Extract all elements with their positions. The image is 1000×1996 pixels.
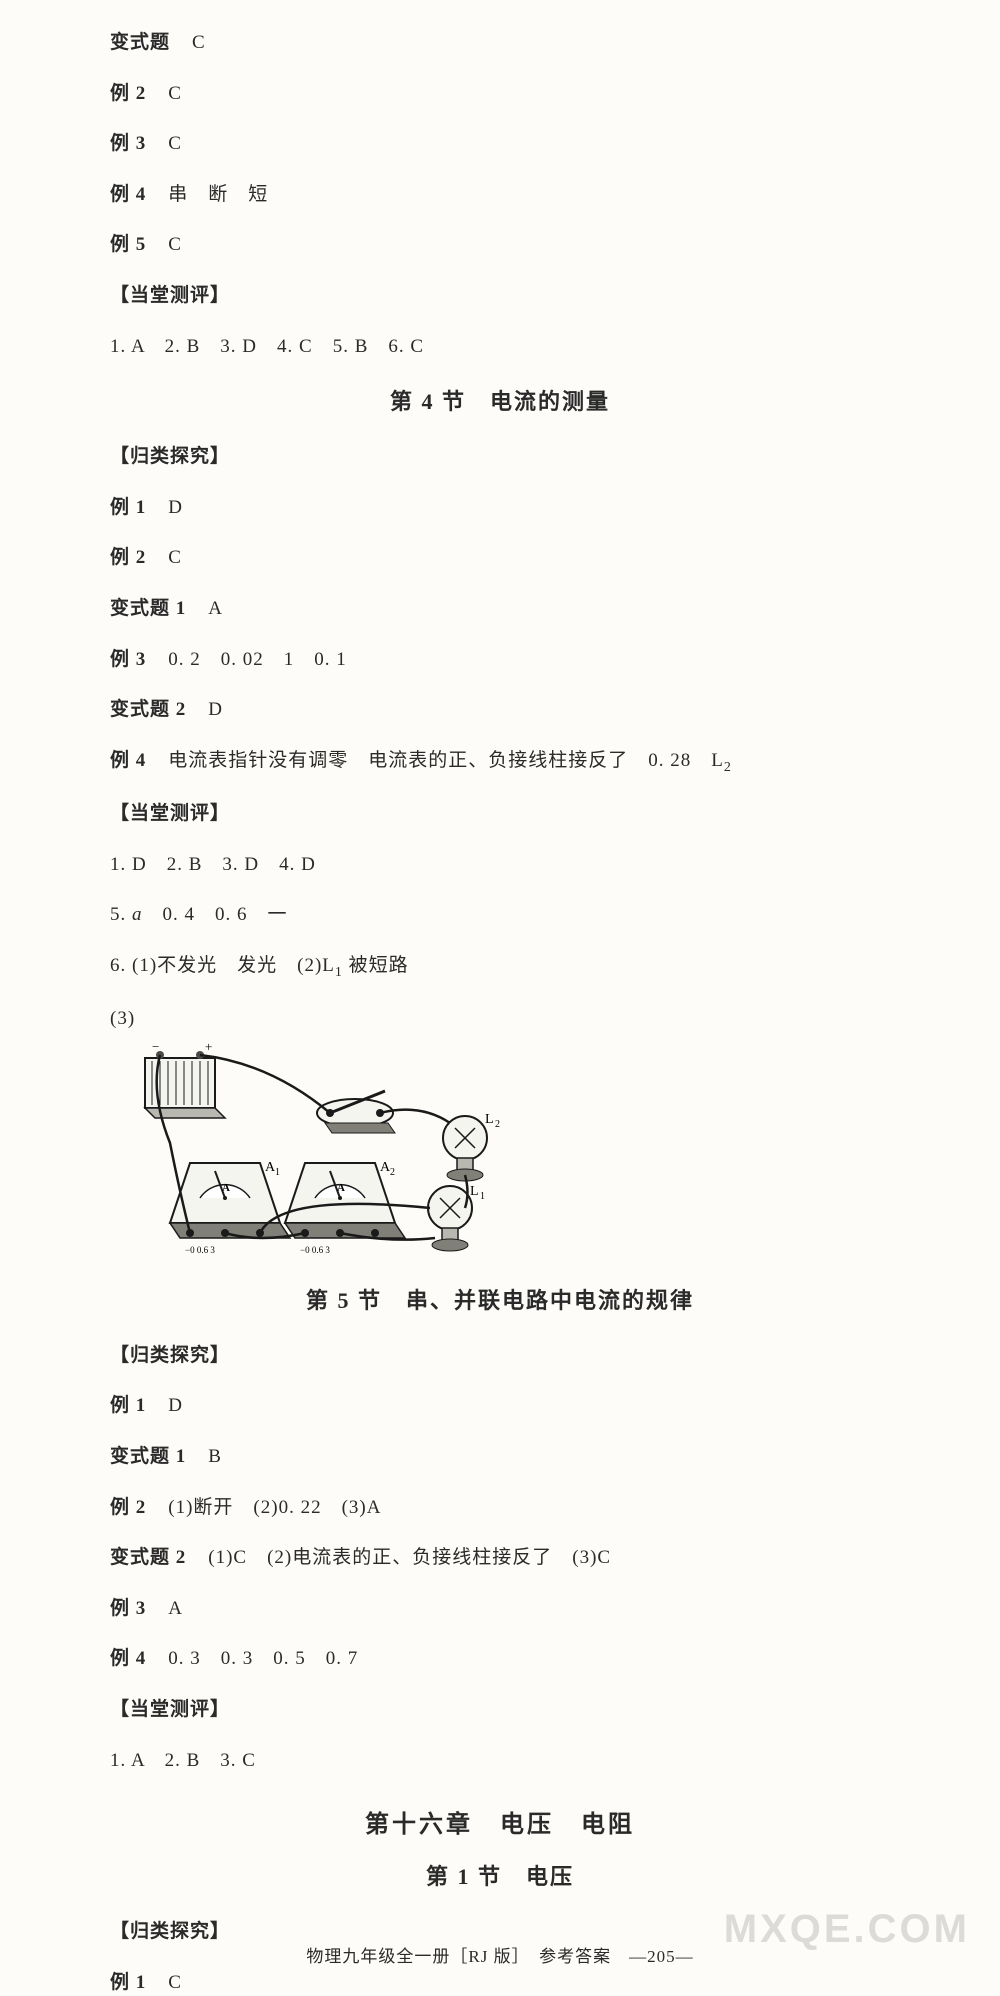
subscript: 2 xyxy=(724,760,732,775)
svg-text:L: L xyxy=(485,1112,494,1127)
answer-italic: a xyxy=(132,904,143,925)
svg-text:1: 1 xyxy=(275,1167,280,1178)
category-heading: 【归类探究】 xyxy=(110,444,890,471)
ammeter-1-icon: A −0 0.6 3 A 1 xyxy=(170,1160,290,1255)
answer: (1)C (2)电流表的正、负接线柱接反了 (3)C xyxy=(208,1547,611,1568)
quiz-answers: 1. D 2. B 3. D 4. D xyxy=(110,852,890,879)
section-title: 第 4 节 电流的测量 xyxy=(110,384,890,416)
svg-text:−0 0.6 3: −0 0.6 3 xyxy=(185,1245,215,1255)
variant-label: 变式题 1 xyxy=(110,1446,186,1467)
answer-prefix: 5. xyxy=(110,904,132,925)
answer: C xyxy=(168,83,182,104)
answer: 被短路 xyxy=(343,955,409,976)
example-label: 例 2 xyxy=(110,547,146,568)
example-label: 例 1 xyxy=(110,1395,146,1416)
answer: A xyxy=(168,1598,183,1619)
diagram-label: (3) xyxy=(110,1008,135,1029)
example-label: 例 3 xyxy=(110,133,146,154)
answer: D xyxy=(168,497,183,518)
svg-text:1: 1 xyxy=(480,1191,485,1202)
answer: 6. (1)不发光 发光 (2)L xyxy=(110,955,335,976)
quiz-answers: 1. A 2. B 3. D 4. C 5. B 6. C xyxy=(110,334,890,361)
svg-text:2: 2 xyxy=(495,1119,500,1130)
quiz-heading: 【当堂测评】 xyxy=(110,801,890,828)
quiz-heading: 【当堂测评】 xyxy=(110,1697,890,1724)
subscript: 1 xyxy=(335,965,343,980)
answer: 0. 2 0. 02 1 0. 1 xyxy=(168,649,347,670)
answer: 电流表指针没有调零 电流表的正、负接线柱接反了 0. 28 L xyxy=(168,750,724,771)
circuit-diagram: − + A −0 0.6 3 A 1 xyxy=(130,1043,510,1263)
answer: C xyxy=(168,133,182,154)
answer: C xyxy=(168,1972,182,1993)
chapter-title: 第十六章 电压 电阻 xyxy=(110,1804,890,1839)
answer: (1)断开 (2)0. 22 (3)A xyxy=(168,1497,381,1518)
example-label: 例 4 xyxy=(110,750,146,771)
variant-label: 变式题 2 xyxy=(110,699,186,720)
answer: 0. 3 0. 3 0. 5 0. 7 xyxy=(168,1648,358,1669)
example-label: 例 4 xyxy=(110,1648,146,1669)
svg-text:2: 2 xyxy=(390,1167,395,1178)
example-label: 例 3 xyxy=(110,1598,146,1619)
example-label: 例 4 xyxy=(110,184,146,205)
svg-text:+: + xyxy=(205,1043,212,1054)
example-label: 例 2 xyxy=(110,1497,146,1518)
section-title: 第 1 节 电压 xyxy=(110,1859,890,1891)
svg-text:−: − xyxy=(152,1043,159,1054)
quiz-answers: 1. A 2. B 3. C xyxy=(110,1748,890,1775)
bulb-l2-icon: L 2 xyxy=(443,1112,500,1181)
answer: 0. 4 0. 6 一 xyxy=(143,904,288,925)
svg-text:L: L xyxy=(470,1184,479,1199)
category-heading: 【归类探究】 xyxy=(110,1343,890,1370)
answer: C xyxy=(168,234,182,255)
example-label: 例 1 xyxy=(110,497,146,518)
svg-text:−0 0.6 3: −0 0.6 3 xyxy=(300,1245,330,1255)
example-label: 例 1 xyxy=(110,1972,146,1993)
answer: A xyxy=(208,598,223,619)
variant-label: 变式题 xyxy=(110,32,170,53)
svg-text:A: A xyxy=(222,1182,230,1194)
answer: D xyxy=(168,1395,183,1416)
variant-label: 变式题 2 xyxy=(110,1547,186,1568)
answer: D xyxy=(208,699,223,720)
answer: 串 断 短 xyxy=(168,184,268,205)
section-title: 第 5 节 串、并联电路中电流的规律 xyxy=(110,1283,890,1315)
answer: B xyxy=(208,1446,222,1467)
answer: C xyxy=(168,547,182,568)
example-label: 例 5 xyxy=(110,234,146,255)
bulb-l1-icon: L 1 xyxy=(428,1184,485,1251)
example-label: 例 3 xyxy=(110,649,146,670)
quiz-heading: 【当堂测评】 xyxy=(110,283,890,310)
example-label: 例 2 xyxy=(110,83,146,104)
answer: C xyxy=(192,32,206,53)
watermark-bottom: MXQE.COM xyxy=(724,1907,970,1952)
variant-label: 变式题 1 xyxy=(110,598,186,619)
svg-text:A: A xyxy=(337,1182,345,1194)
